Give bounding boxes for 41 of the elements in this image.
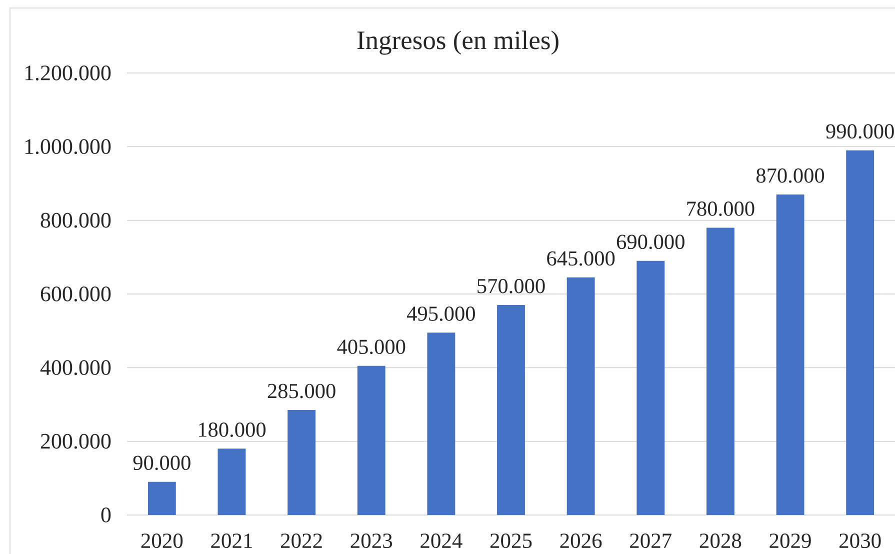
bar — [706, 228, 734, 515]
x-tick-label: 2030 — [840, 534, 881, 548]
bar — [636, 260, 665, 515]
bar — [846, 150, 874, 515]
y-tick-label: 0 — [101, 508, 111, 522]
y-tick-label: 800.000 — [40, 212, 111, 228]
x-tick-label: 2023 — [350, 534, 392, 548]
x-tick-label: 2027 — [630, 534, 672, 548]
y-tick-label: 1.000.000 — [25, 139, 111, 154]
data-label: 90.000 — [133, 456, 190, 470]
y-tick-label: 1.200.000 — [25, 66, 111, 80]
data-label: 180.000 — [198, 422, 266, 437]
data-label: 570.000 — [478, 278, 545, 294]
x-tick-label: 2029 — [770, 534, 811, 548]
x-tick-label: 2021 — [211, 534, 252, 548]
x-tick-label: 2024 — [420, 534, 462, 548]
y-tick-label: 600.000 — [40, 286, 111, 302]
bar — [148, 482, 176, 515]
bar — [427, 332, 456, 515]
x-tick-label: 2020 — [141, 534, 183, 548]
bar — [218, 448, 246, 515]
data-label: 285.000 — [268, 384, 336, 398]
x-tick-label: 2025 — [490, 534, 532, 548]
chart-title: Ingresos (en miles) — [357, 30, 558, 55]
data-label: 870.000 — [756, 168, 824, 183]
data-label: 690.000 — [616, 234, 684, 250]
data-label: 780.000 — [687, 202, 754, 216]
data-label: 495.000 — [406, 306, 475, 321]
bar — [357, 366, 386, 515]
bar — [776, 194, 804, 515]
x-tick-label: 2028 — [700, 534, 742, 548]
x-tick-label: 2026 — [560, 534, 602, 548]
data-label: 990.000 — [826, 124, 894, 139]
bar — [497, 305, 525, 515]
data-label: 405.000 — [337, 340, 406, 354]
data-label: 645.000 — [547, 251, 615, 266]
bar — [566, 277, 595, 515]
bar — [288, 410, 316, 515]
x-tick-label: 2022 — [280, 534, 322, 548]
y-tick-label: 200.000 — [40, 434, 111, 449]
y-tick-label: 400.000 — [40, 360, 111, 376]
